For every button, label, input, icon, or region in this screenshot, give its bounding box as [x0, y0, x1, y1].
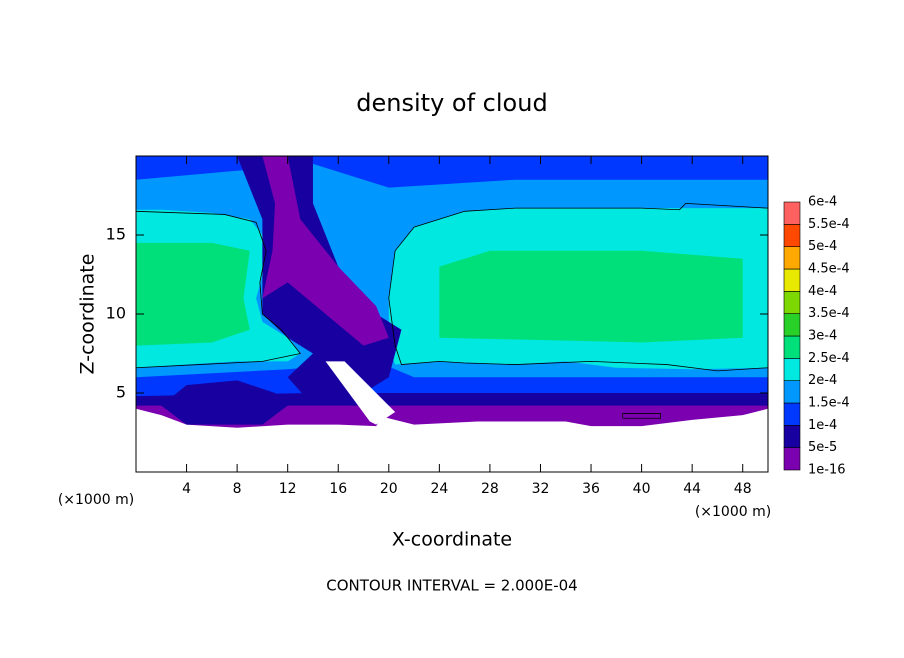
colorbar-swatch	[783, 447, 801, 471]
colorbar-swatch	[783, 358, 801, 381]
contour-line	[388, 202, 769, 372]
contour-line	[135, 210, 302, 369]
colorbar-label: 6e-4	[808, 195, 837, 210]
x-unit-left: (×1000 m)	[58, 492, 134, 508]
contour-region	[136, 242, 250, 346]
colorbar-swatch	[783, 224, 801, 247]
colorbar-label: 1.5e-4	[808, 396, 850, 411]
x-tick-label: 8	[233, 481, 242, 497]
colorbar-swatch	[783, 313, 801, 337]
x-axis-label: X-coordinate	[392, 529, 512, 551]
x-tick-label: 12	[279, 481, 297, 497]
colorbar-swatch	[783, 291, 801, 314]
x-tick-label: 28	[481, 481, 499, 497]
colorbar-label: 5e-4	[808, 239, 837, 254]
colorbar-swatch	[783, 335, 801, 359]
colorbar-label: 1e-16	[808, 463, 846, 478]
colorbar-swatch	[783, 246, 801, 270]
chart-title: density of cloud	[356, 89, 547, 117]
colorbar-label: 3.5e-4	[808, 306, 850, 321]
colorbar-swatch	[783, 402, 801, 426]
contour-line	[622, 413, 661, 419]
colorbar-label: 4.5e-4	[808, 262, 850, 277]
colorbar-label: 1e-4	[808, 418, 837, 433]
colorbar-label: 5.5e-4	[808, 217, 850, 232]
x-unit-right: (×1000 m)	[695, 504, 771, 520]
x-tick-label: 20	[380, 481, 398, 497]
y-tick-label: 5	[116, 383, 126, 402]
colorbar-label: 2.5e-4	[808, 351, 850, 366]
x-tick-label: 44	[683, 481, 701, 497]
colorbar-swatch	[783, 380, 801, 404]
y-tick-label: 15	[106, 225, 126, 244]
x-tick-label: 16	[329, 481, 347, 497]
x-tick-label: 36	[582, 481, 600, 497]
colorbar-label: 2e-4	[808, 373, 837, 388]
colorbar-swatch	[783, 425, 801, 448]
contour-region	[325, 361, 396, 425]
contour-region	[439, 250, 743, 343]
y-tick-label: 10	[106, 304, 126, 323]
contour-region	[262, 156, 389, 346]
footnote: CONTOUR INTERVAL = 2.000E-04	[326, 577, 577, 595]
colorbar-label: 3e-4	[808, 329, 837, 344]
colorbar-swatch	[783, 201, 801, 225]
x-tick-label: 4	[182, 481, 191, 497]
x-tick-label: 40	[633, 481, 651, 497]
x-tick-label: 24	[430, 481, 448, 497]
x-tick-label: 32	[532, 481, 550, 497]
x-tick-label: 48	[734, 481, 752, 497]
contour-region	[136, 400, 768, 428]
y-axis-label: Z-coordinate	[77, 254, 99, 375]
colorbar-label: 5e-5	[808, 440, 837, 455]
colorbar-swatch	[783, 268, 801, 292]
colorbar-label: 4e-4	[808, 284, 837, 299]
contour-region	[161, 380, 288, 425]
